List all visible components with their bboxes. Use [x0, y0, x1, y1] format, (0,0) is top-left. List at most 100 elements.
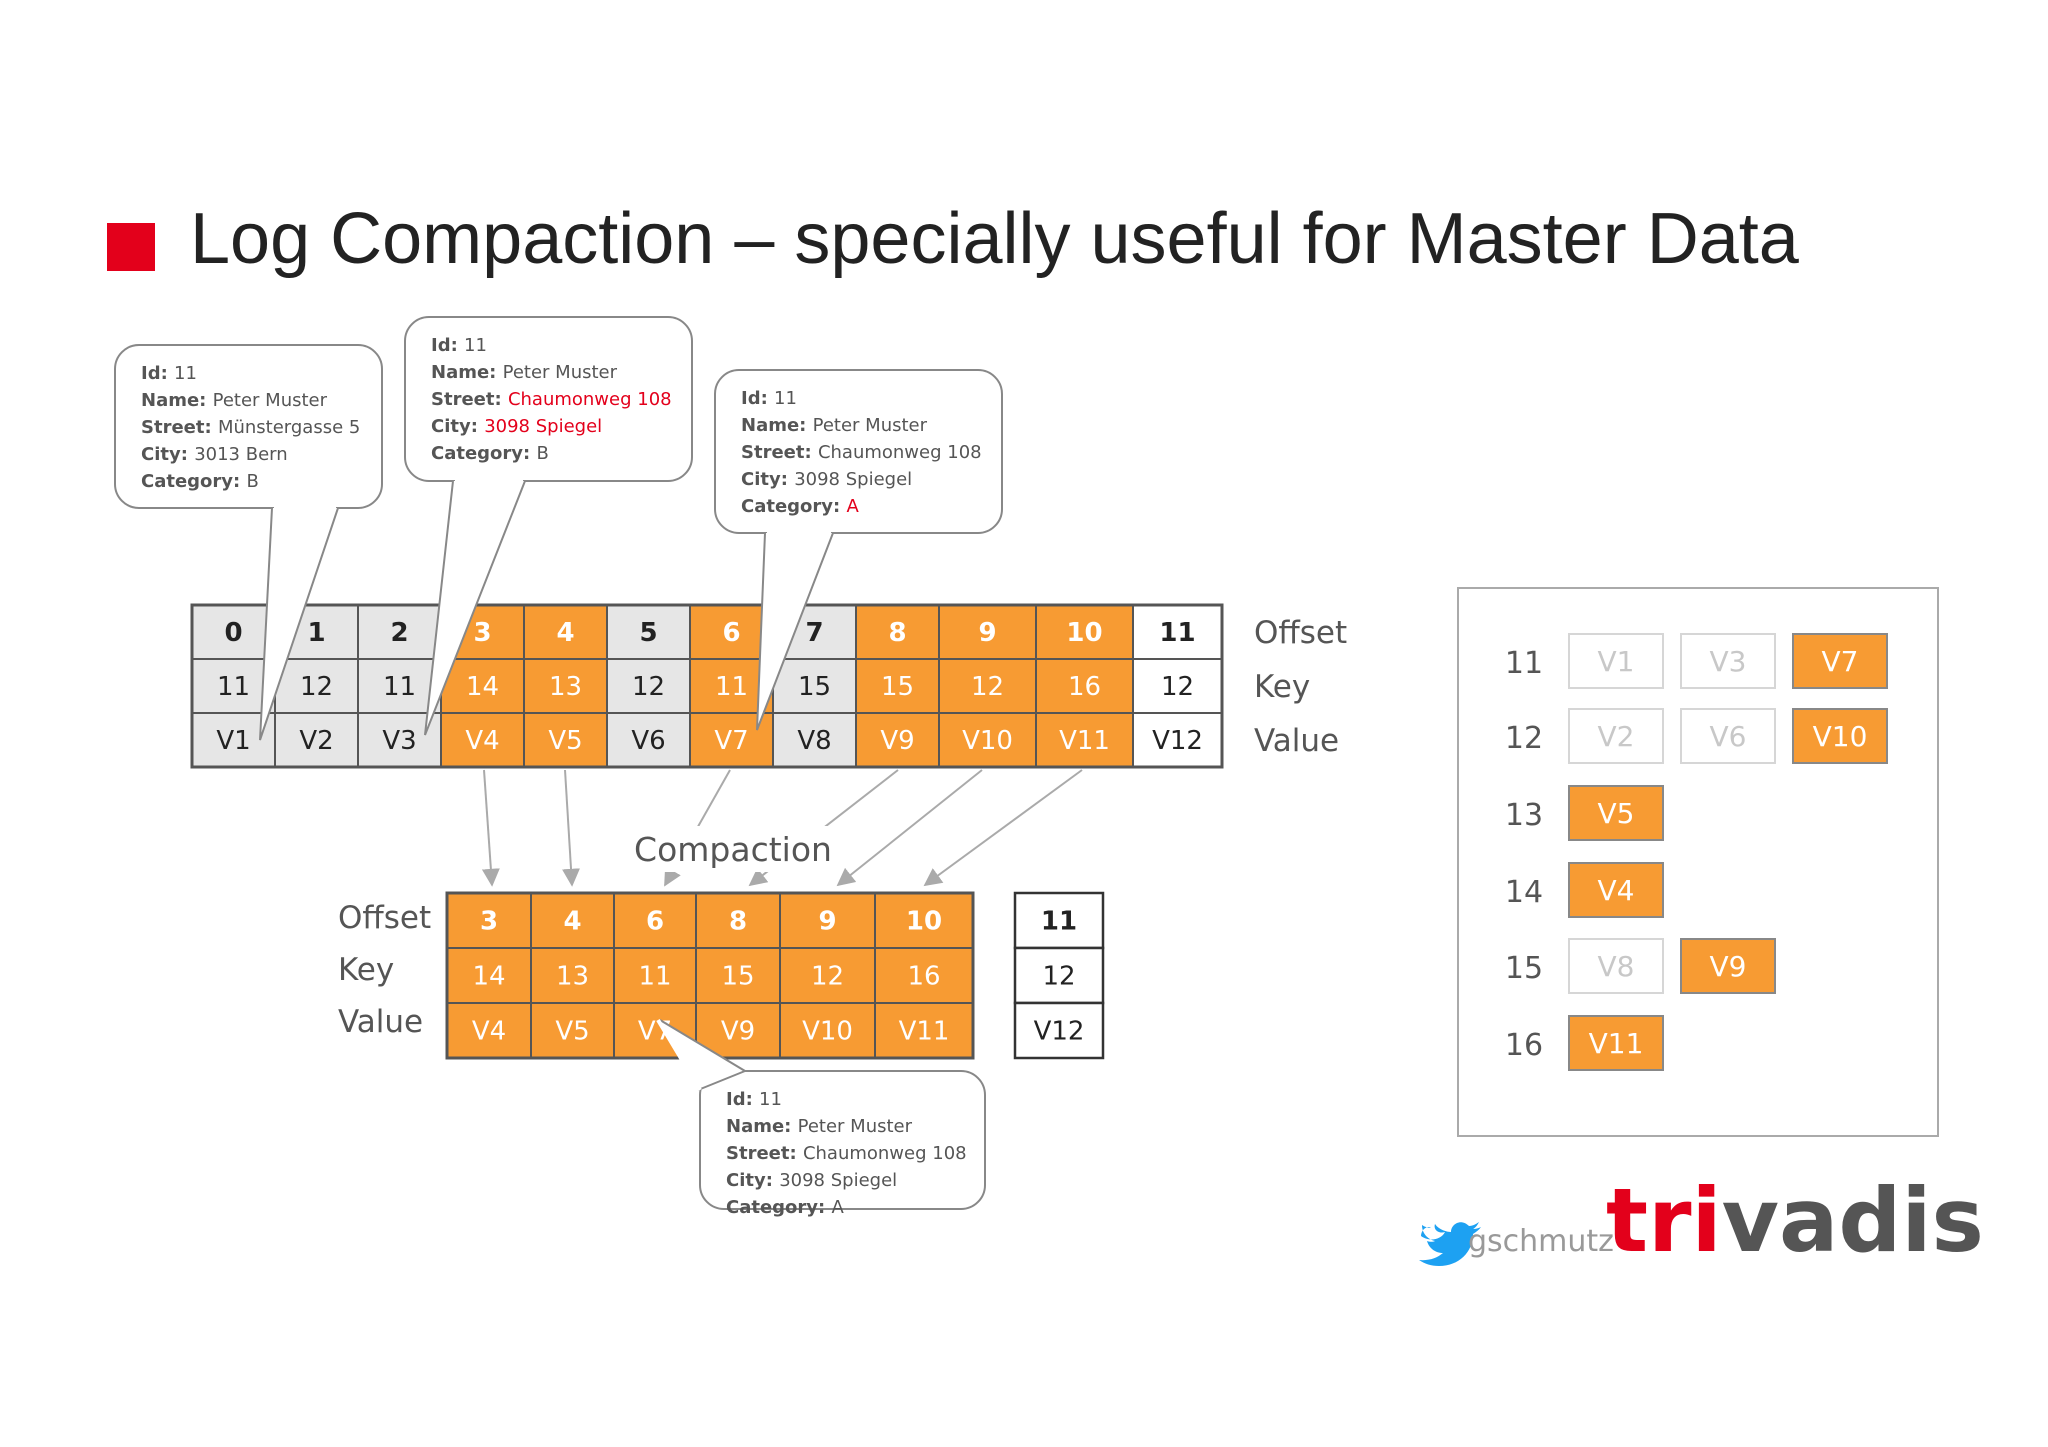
callout-2: Id: 11 Name: Peter Muster Street: Chaumonw…: [404, 316, 693, 736]
key-table-key: 13: [1505, 798, 1543, 833]
compacted-offset-cell: 8: [729, 907, 747, 937]
compacted-key-cell-bg: [695, 947, 781, 1004]
callout-field-value: 11: [759, 1089, 782, 1110]
key-table-value-bg: [1568, 938, 1664, 994]
key-table-value-bg: [1680, 633, 1776, 689]
key-table-value: V1: [1598, 645, 1635, 678]
callout-field-label: Name:: [741, 415, 813, 436]
callout-line: Id: 11: [141, 363, 197, 384]
callout-box: [699, 1070, 986, 1210]
callout-field-label: Id:: [741, 388, 774, 409]
log-offset-cell-bg: [523, 604, 608, 660]
log-key-cell: 12: [300, 672, 333, 702]
callout-field-label: City:: [141, 444, 194, 465]
callout-field-value: B: [537, 443, 549, 464]
log-value-cell: V12: [1152, 726, 1203, 756]
callout-field-value: Chaumonweg 108: [818, 442, 982, 463]
key-table-value: V10: [1813, 720, 1868, 753]
callout-field-value: Peter Muster: [813, 415, 928, 436]
slide-title: Log Compaction – specially useful for Ma…: [190, 199, 1799, 279]
log-key-cell: 11: [383, 672, 416, 702]
compacted-value-cell: V4: [472, 1017, 506, 1047]
compacted-row-label: Offset: [338, 900, 431, 936]
compacted-value-cell-bg: [695, 1002, 781, 1059]
callout-field-label: Id:: [431, 335, 464, 356]
compacted-key-cell: 13: [556, 962, 589, 992]
compacted-key-cell-bg: [779, 947, 876, 1004]
log-offset-cell: 6: [722, 618, 740, 648]
compacted-key-cell: 11: [638, 962, 671, 992]
compacted-row-label: Value: [338, 1004, 423, 1040]
key-table-value-bg: [1568, 862, 1664, 918]
key-table-value: V9: [1710, 950, 1747, 983]
log-key-cell-bg: [523, 658, 608, 714]
key-table-value: V11: [1589, 1027, 1644, 1060]
key-table-value-bg: [1568, 633, 1664, 689]
log-key-cell-bg: [1132, 658, 1223, 714]
log-key-cell-bg: [1035, 658, 1134, 714]
key-table-value: V6: [1710, 720, 1747, 753]
key-table-value: V2: [1598, 720, 1635, 753]
compacted-offset-cell-bg: [446, 892, 532, 949]
compacted-value-cell: V9: [721, 1017, 755, 1047]
compacted-key-cell-bg: [530, 947, 615, 1004]
logo-suffix: vadis: [1722, 1169, 1984, 1272]
log-offset-cell-bg: [191, 604, 276, 660]
callout-field-value: 3098 Spiegel: [484, 416, 602, 437]
active-segment-cell-bg: [1013, 946, 1105, 1005]
callout-field-label: Category:: [431, 443, 537, 464]
log-offset-cell: 9: [978, 618, 996, 648]
log-key-cell: 13: [549, 672, 582, 702]
callout-field-label: Street:: [726, 1143, 803, 1164]
log-row-label: Offset: [1254, 615, 1347, 651]
callout-field-value: 11: [464, 335, 487, 356]
log-row-label: Key: [1254, 669, 1310, 705]
compacted-offset-cell-bg: [613, 892, 697, 949]
log-offset-cell: 4: [556, 618, 574, 648]
callout-line: Name: Peter Muster: [726, 1116, 913, 1137]
callout-4: Id: 11 Name: Peter Muster Street: Chaumonw…: [656, 1018, 986, 1218]
compaction-arrow: [923, 769, 1083, 887]
log-offset-cell: 2: [390, 618, 408, 648]
callout-field-value: Chaumonweg 108: [803, 1143, 967, 1164]
log-row-label: Value: [1254, 723, 1339, 759]
twitter-bird-icon: [1419, 1222, 1481, 1266]
twitter-bird-shape: [1419, 1222, 1481, 1266]
callout-line: City: 3013 Bern: [141, 444, 288, 465]
callout-pointer: [424, 480, 526, 736]
callout-pointer: [259, 507, 339, 741]
callout-field-label: Street:: [741, 442, 818, 463]
log-key-cell-bg: [772, 658, 857, 714]
trivadis-logo: trivadis: [1606, 1169, 1984, 1272]
key-table-value: V3: [1710, 645, 1747, 678]
callout-line: Street: Chaumonweg 108: [741, 442, 982, 463]
log-value-cell: V3: [382, 726, 416, 756]
key-table-key: 14: [1505, 875, 1543, 910]
callout-field-value: Peter Muster: [213, 390, 328, 411]
log-value-cell-bg: [1132, 712, 1223, 768]
callout-field-label: Name:: [726, 1116, 798, 1137]
callout-field-label: Id:: [141, 363, 174, 384]
log-key-cell: 12: [1161, 672, 1194, 702]
compacted-offset-cell: 4: [563, 907, 581, 937]
compacted-value-cell-bg: [874, 1002, 974, 1059]
callout-field-value: 11: [774, 388, 797, 409]
log-key-cell: 15: [798, 672, 831, 702]
callout-pointer-mask: [656, 1018, 702, 1092]
key-table-value-bg: [1792, 633, 1888, 689]
compacted-value-cell: V5: [555, 1017, 589, 1047]
log-offset-cell-bg: [1035, 604, 1134, 660]
callout-field-label: City:: [431, 416, 484, 437]
active-segment-cell: V12: [1034, 1017, 1085, 1047]
callout-field-value: 3098 Spiegel: [779, 1170, 897, 1191]
log-key-cell: 12: [971, 672, 1004, 702]
log-offset-cell: 5: [639, 618, 657, 648]
callout-line: City: 3098 Spiegel: [741, 469, 912, 490]
log-key-cell-bg: [357, 658, 442, 714]
title-bullet: [107, 223, 155, 271]
log-key-cell: 12: [632, 672, 665, 702]
compacted-key-cell: 15: [721, 962, 754, 992]
log-key-cell-bg: [938, 658, 1037, 714]
log-key-cell: 14: [466, 672, 499, 702]
